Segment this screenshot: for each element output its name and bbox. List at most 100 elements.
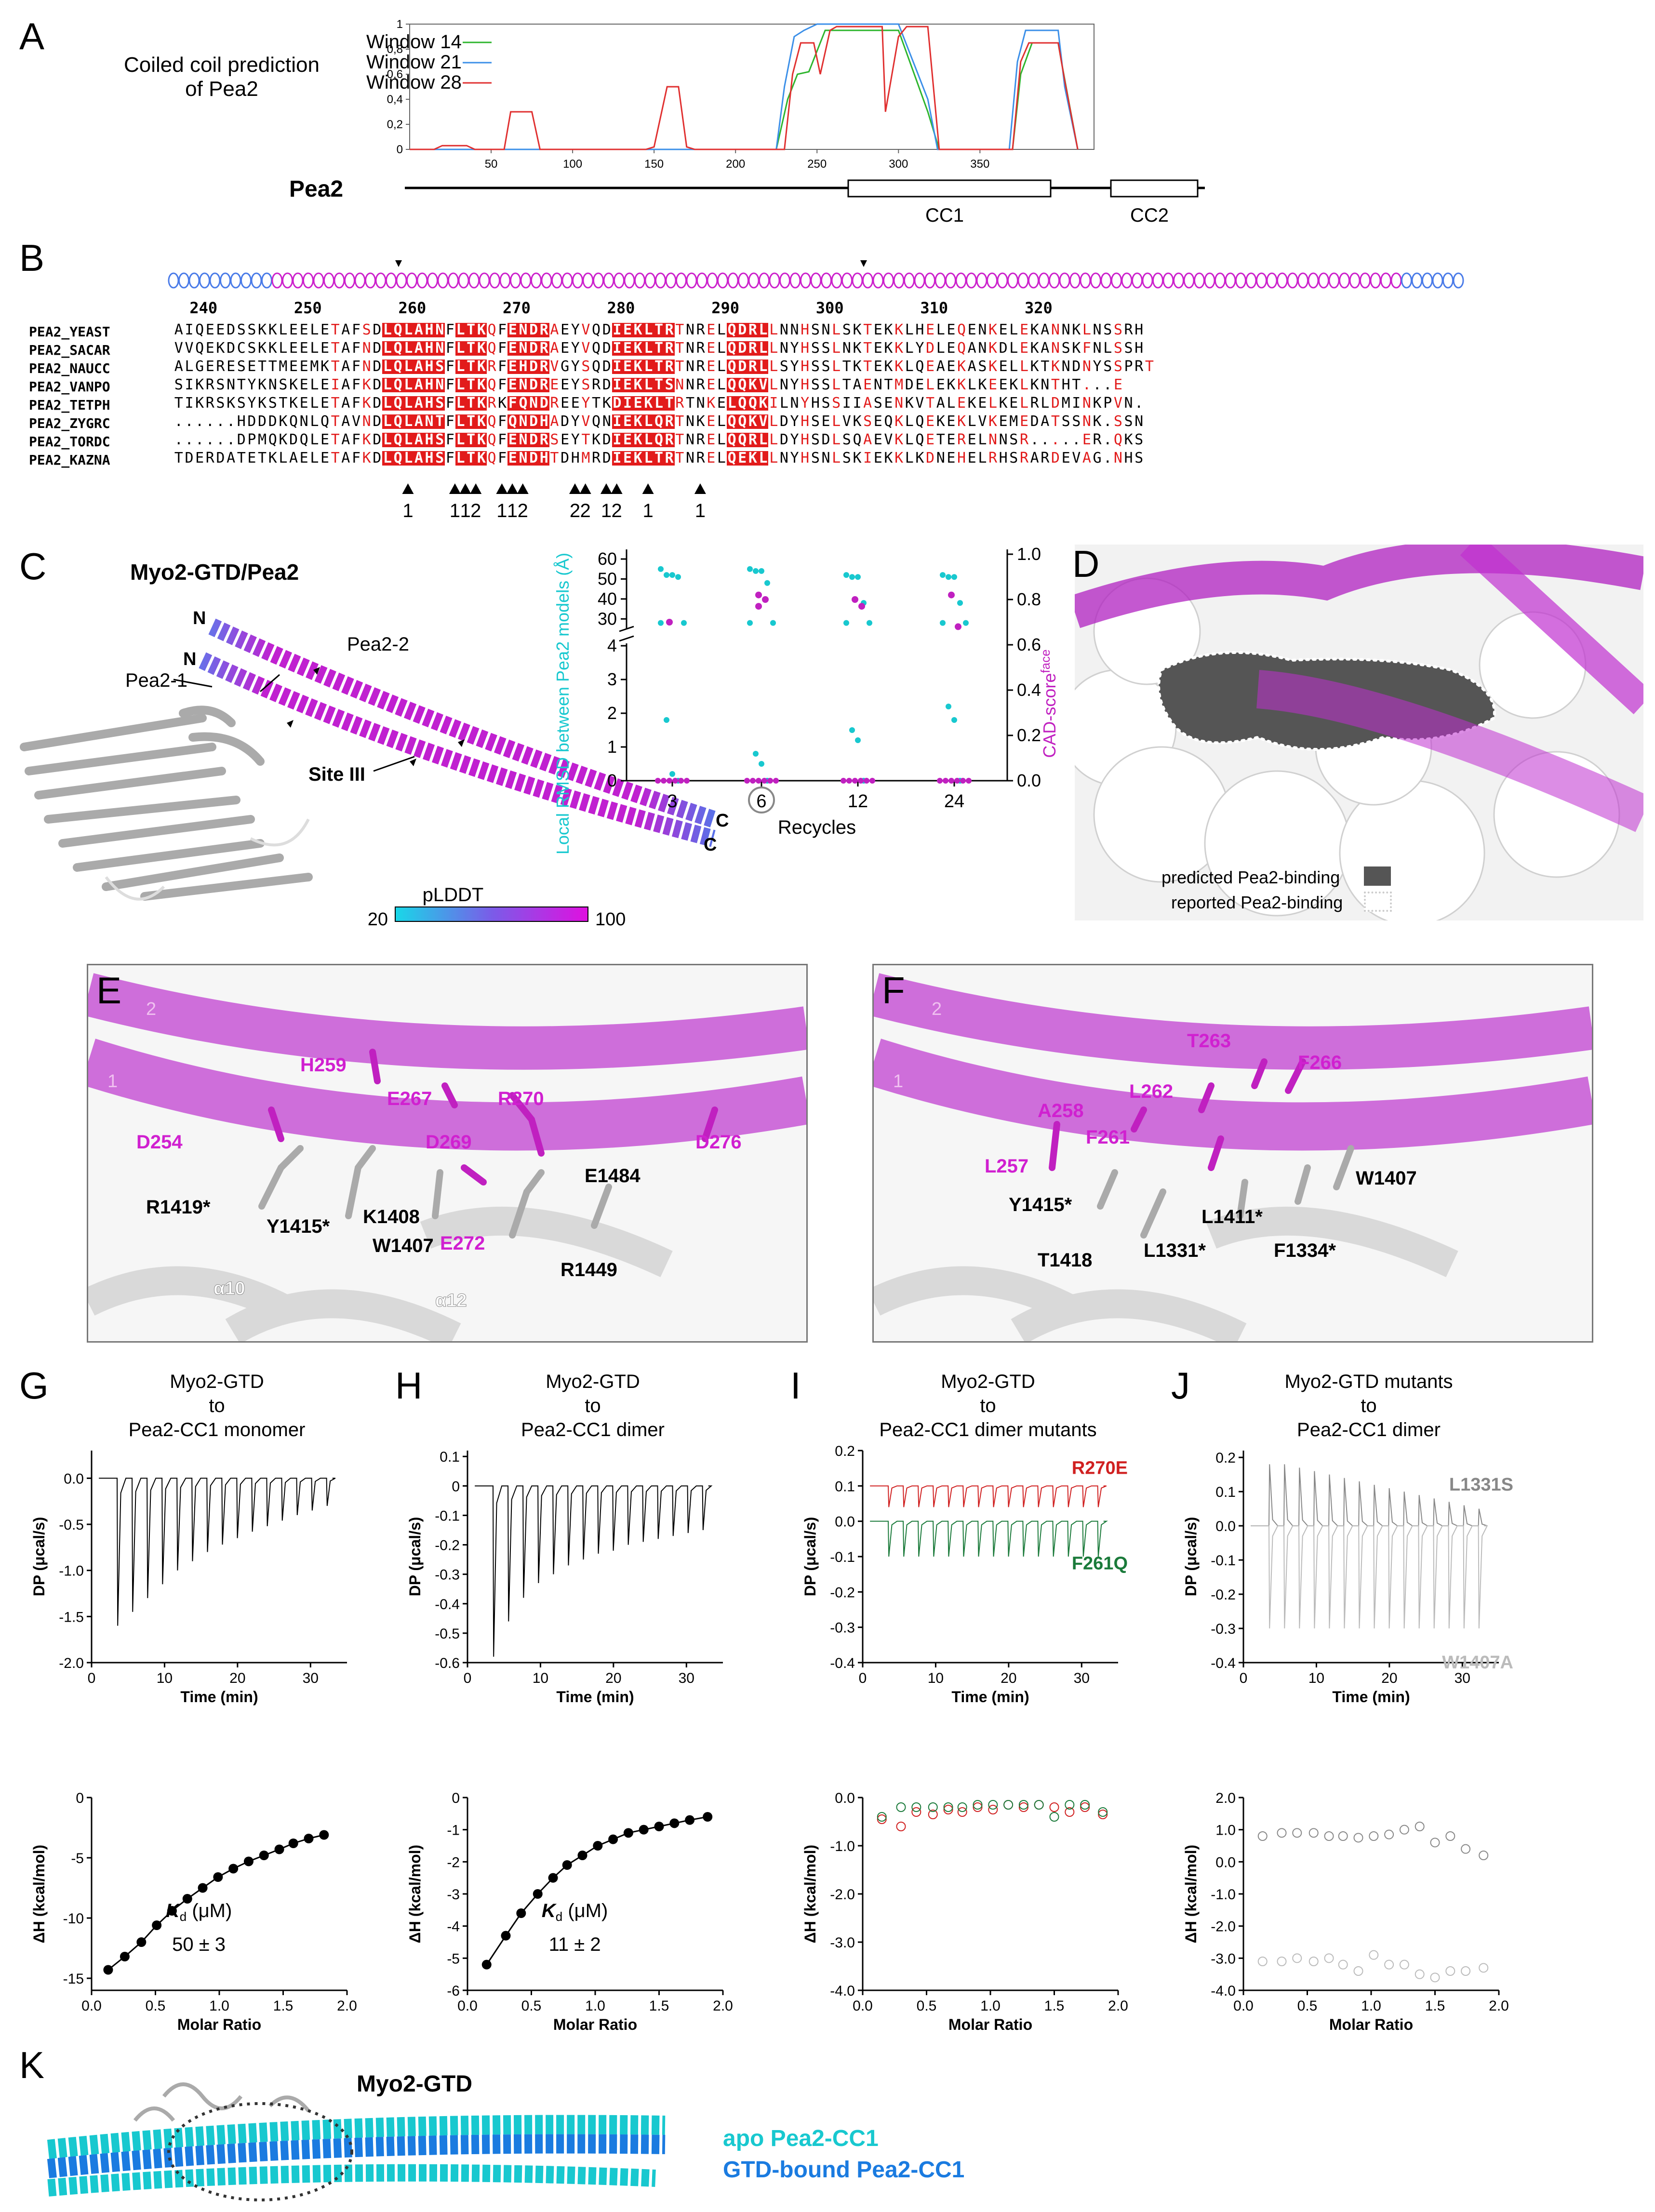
dh-tick-label: -15 [63, 1971, 84, 1987]
cad-point [955, 623, 961, 630]
dp-axis-label: DP (μcal/s) [1182, 1517, 1200, 1597]
contact-triangle [507, 483, 519, 494]
rmsd-point [946, 574, 951, 580]
helix-coil [738, 272, 749, 289]
helix-coil [676, 272, 687, 289]
dp-tick-label: -1.0 [59, 1563, 84, 1579]
y-tick-label: 30 [598, 609, 617, 628]
panel-label-i: I [790, 1364, 801, 1407]
rmsd-point [669, 771, 675, 777]
helix-coil [178, 272, 189, 289]
contact-count: 1 [507, 500, 518, 521]
helix-coil [1225, 272, 1236, 289]
time-axis-label: Time (min) [1332, 1688, 1410, 1706]
isotherm-point-w1407a [1461, 1966, 1471, 1976]
cad-point [755, 591, 762, 599]
arrow-mark [410, 759, 416, 766]
cad-point [672, 778, 678, 784]
cad-point [846, 778, 852, 784]
helix-coil [188, 272, 200, 289]
time-axis-label: Time (min) [180, 1688, 258, 1706]
contact-count: 1 [460, 500, 470, 521]
time-tick-label: 0 [859, 1670, 867, 1686]
helix-coil [831, 272, 842, 289]
panel-f-render [874, 965, 1592, 1341]
isotherm-point [319, 1830, 329, 1840]
contact-count: 1 [450, 500, 460, 521]
itc-title-line1: Myo2-GTD mutants [1285, 1371, 1453, 1392]
panel-label-a: A [19, 15, 45, 57]
isotherm-point-r270e [943, 1805, 953, 1814]
itc-title-line2: to [585, 1395, 601, 1416]
helix-coil [748, 272, 760, 289]
residue-t263: T263 [1187, 1030, 1231, 1052]
ratio-tick-label: 1.5 [273, 1998, 294, 2014]
helix-coil [1017, 272, 1029, 289]
pea2-2-label: Pea2-2 [347, 634, 409, 655]
rmsd-point [664, 572, 669, 578]
helix-coil [810, 272, 822, 289]
helix-coil [1007, 272, 1018, 289]
axis-break [619, 626, 634, 632]
isotherm-point-l1331s [1338, 1831, 1348, 1841]
helix-coil [976, 272, 988, 289]
rmsd-point [764, 580, 770, 586]
isotherm-point-l1331s [1369, 1831, 1379, 1841]
helix-secondary-structure [168, 260, 1464, 289]
helix-coil [924, 272, 935, 289]
helix-coil [561, 272, 573, 289]
residue-r1419: R1419* [146, 1197, 211, 1218]
helix-coil [914, 272, 925, 289]
isotherm-point-r270e [1049, 1802, 1059, 1812]
ratio-tick-label: 0.0 [81, 1998, 102, 2014]
dp-tick-label: -0.2 [1211, 1587, 1236, 1603]
mutant-label-f261q: F261Q [1072, 1554, 1128, 1574]
dp-tick-label: 0.1 [835, 1479, 855, 1494]
helix-coil [386, 272, 397, 289]
helix-coil [458, 272, 469, 289]
myo2-gtd-cartoon-k [133, 2082, 310, 2122]
dh-tick-label: -10 [63, 1911, 84, 1927]
rmsd-point [658, 620, 664, 626]
isotherm-point-f261q [1034, 1800, 1044, 1810]
isotherm-point [703, 1812, 713, 1822]
helix-1-label: 1 [893, 1071, 904, 1092]
dh-tick-label: -5 [447, 1951, 460, 1967]
rmsd-point [855, 574, 861, 580]
isotherm-point-w1407a [1308, 1957, 1319, 1966]
helix-coil [354, 272, 366, 289]
ratio-tick-label: 2.0 [337, 1998, 357, 2014]
dp-tick-label: -0.3 [830, 1620, 855, 1636]
sequence-name: PEA2_SACAR [29, 342, 110, 358]
panel-e-render [88, 965, 806, 1341]
helix-coil [872, 272, 884, 289]
helix-coil [696, 272, 707, 289]
helix-coil [966, 272, 977, 289]
pea2-helix-overlay [1075, 545, 1643, 628]
residue-w1407: W1407 [373, 1235, 434, 1256]
cad-point [948, 591, 955, 599]
helix-coil [1422, 272, 1433, 289]
dh-tick-label: -2.0 [830, 1887, 855, 1903]
panel-label-j: J [1171, 1364, 1190, 1407]
helix-coil [448, 272, 459, 289]
helix-coil [1204, 272, 1215, 289]
cad-point [948, 778, 954, 784]
cad-point [858, 603, 865, 610]
isotherm-point-l1331s [1308, 1828, 1319, 1838]
helix-coil [644, 272, 656, 289]
helix-coil [893, 272, 905, 289]
itc-title-line3: Pea2-CC1 dimer [521, 1419, 665, 1440]
helix-coil [1390, 272, 1402, 289]
isotherm-point-l1331s [1292, 1828, 1302, 1838]
pea2-protein-label: Pea2 [289, 176, 344, 202]
helix-coil [934, 272, 946, 289]
helix-coil [707, 272, 718, 289]
helix-coil [1442, 272, 1454, 289]
cc1-domain-box [847, 179, 1052, 198]
coiled-coil-chart: 1 0,8 0,6 0,4 0,2 0 50 100 150 200 250 300 350 Wind… [366, 18, 1205, 226]
thermogram-trace-w1407a [1251, 1525, 1488, 1629]
